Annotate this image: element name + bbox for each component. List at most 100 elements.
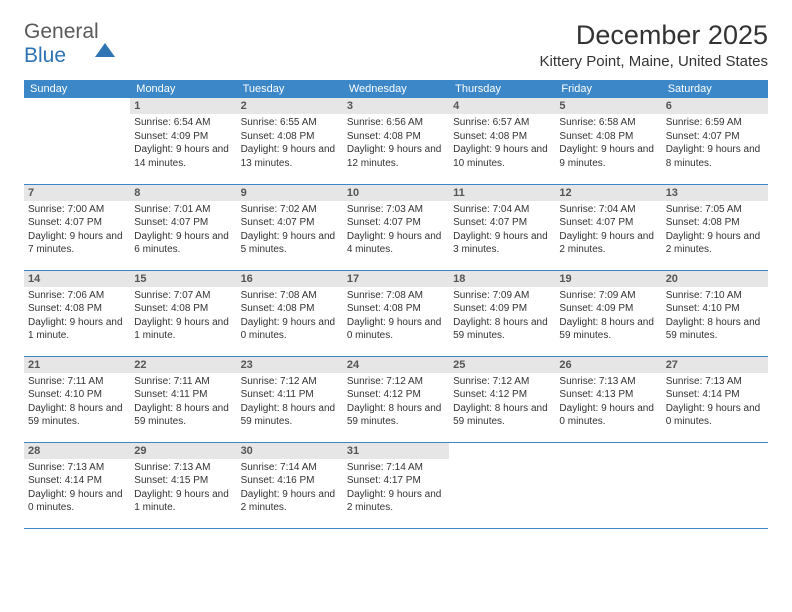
day-number: 21 (24, 357, 130, 373)
day-number: 26 (555, 357, 661, 373)
day-cell: 18 Sunrise: 7:09 AMSunset: 4:09 PMDayligh… (449, 270, 555, 356)
daylight-text: Daylight: 9 hours and 2 minutes. (666, 230, 764, 257)
daylight-text: Daylight: 9 hours and 7 minutes. (28, 230, 126, 257)
day-number: 28 (24, 443, 130, 459)
sunrise-text: Sunrise: 7:11 AM (134, 375, 232, 389)
day-cell: 17Sunrise: 7:08 AMSunset: 4:08 PMDayligh… (343, 270, 449, 356)
day-cell: 9Sunrise: 7:02 AMSunset: 4:07 PMDaylight… (237, 184, 343, 270)
sunrise-text: Sunrise: 7:13 AM (666, 375, 764, 389)
day-details: Sunrise: 6:55 AMSunset: 4:08 PMDaylight:… (241, 116, 339, 170)
day-cell: 3 Sunrise: 6:56 AMSunset: 4:08 PMDaylight… (343, 98, 449, 184)
daylight-text: Daylight: 9 hours and 0 minutes. (347, 316, 445, 343)
location-text: Kittery Point, Maine, United States (540, 53, 768, 70)
day-details: Sunrise: 7:09 AMSunset: 4:09 PMDaylight:… (453, 289, 551, 343)
day-number: 20 (662, 271, 768, 287)
day-cell: 8Sunrise: 7:01 AMSunset: 4:07 PMDaylight… (130, 184, 236, 270)
day-details: Sunrise: 7:00 AMSunset: 4:07 PMDaylight:… (28, 203, 126, 257)
sunset-text: Sunset: 4:12 PM (453, 388, 551, 402)
sunrise-text: Sunrise: 7:12 AM (347, 375, 445, 389)
day-cell: 1 Sunrise: 6:54 AMSunset: 4:09 PMDaylight… (130, 98, 236, 184)
day-details: Sunrise: 7:04 AMSunset: 4:07 PMDaylight:… (453, 203, 551, 257)
daylight-text: Daylight: 9 hours and 12 minutes. (347, 143, 445, 170)
sunset-text: Sunset: 4:07 PM (28, 216, 126, 230)
sunset-text: Sunset: 4:08 PM (666, 216, 764, 230)
sunset-text: Sunset: 4:09 PM (559, 302, 657, 316)
daylight-text: Daylight: 9 hours and 4 minutes. (347, 230, 445, 257)
dayhead-tuesday: Tuesday (237, 80, 343, 98)
sunrise-text: Sunrise: 7:10 AM (666, 289, 764, 303)
sunrise-text: Sunrise: 6:59 AM (666, 116, 764, 130)
calendar-table: Sunday Monday Tuesday Wednesday Thursday… (24, 80, 768, 529)
day-details: Sunrise: 6:56 AMSunset: 4:08 PMDaylight:… (347, 116, 445, 170)
sunset-text: Sunset: 4:13 PM (559, 388, 657, 402)
logo-sail-icon (95, 20, 115, 57)
week-row: 7Sunrise: 7:00 AMSunset: 4:07 PMDaylight… (24, 184, 768, 270)
day-details: Sunrise: 7:09 AMSunset: 4:09 PMDaylight:… (559, 289, 657, 343)
day-cell: 2Sunrise: 6:55 AMSunset: 4:08 PMDaylight… (237, 98, 343, 184)
sunset-text: Sunset: 4:08 PM (347, 130, 445, 144)
day-number: 1 (130, 98, 236, 114)
sunrise-text: Sunrise: 7:01 AM (134, 203, 232, 217)
day-number: 25 (449, 357, 555, 373)
calendar-body: .1Sunrise: 6:54 AMSunset: 4:09 PMDayligh… (24, 98, 768, 528)
daylight-text: Daylight: 9 hours and 1 minute. (134, 316, 232, 343)
day-details: Sunrise: 7:08 AMSunset: 4:08 PMDaylight:… (347, 289, 445, 343)
day-cell: 29Sunrise: 7:13 AMSunset: 4:15 PMDayligh… (130, 442, 236, 528)
daylight-text: Daylight: 9 hours and 1 minute. (28, 316, 126, 343)
sunrise-text: Sunrise: 6:58 AM (559, 116, 657, 130)
page-header: General Blue December 2025 Kittery Point… (24, 20, 768, 70)
month-title: December 2025 (540, 20, 768, 51)
day-cell: 10Sunrise: 7:03 AMSunset: 4:07 PMDayligh… (343, 184, 449, 270)
sunset-text: Sunset: 4:16 PM (241, 474, 339, 488)
sunset-text: Sunset: 4:15 PM (134, 474, 232, 488)
day-cell: 30Sunrise: 7:14 AMSunset: 4:16 PMDayligh… (237, 442, 343, 528)
daylight-text: Daylight: 8 hours and 59 minutes. (453, 402, 551, 429)
day-cell: 24Sunrise: 7:12 AMSunset: 4:12 PMDayligh… (343, 356, 449, 442)
sunrise-text: Sunrise: 7:00 AM (28, 203, 126, 217)
day-number: 14 (24, 271, 130, 287)
logo: General Blue (24, 20, 115, 68)
day-number: 4 (449, 98, 555, 114)
day-details: Sunrise: 7:14 AMSunset: 4:17 PMDaylight:… (347, 461, 445, 515)
sunset-text: Sunset: 4:10 PM (28, 388, 126, 402)
sunset-text: Sunset: 4:08 PM (134, 302, 232, 316)
day-details: Sunrise: 6:54 AMSunset: 4:09 PMDaylight:… (134, 116, 232, 170)
dayhead-monday: Monday (130, 80, 236, 98)
day-header-row: Sunday Monday Tuesday Wednesday Thursday… (24, 80, 768, 98)
day-number: 18 (449, 271, 555, 287)
day-details: Sunrise: 6:59 AMSunset: 4:07 PMDaylight:… (666, 116, 764, 170)
day-number: 3 (343, 98, 449, 114)
daylight-text: Daylight: 8 hours and 59 minutes. (453, 316, 551, 343)
day-details: Sunrise: 7:13 AMSunset: 4:14 PMDaylight:… (28, 461, 126, 515)
day-cell: 27 Sunrise: 7:13 AMSunset: 4:14 PMDayligh… (662, 356, 768, 442)
sunrise-text: Sunrise: 7:12 AM (453, 375, 551, 389)
day-details: Sunrise: 7:12 AMSunset: 4:12 PMDaylight:… (453, 375, 551, 429)
day-details: Sunrise: 7:10 AMSunset: 4:10 PMDaylight:… (666, 289, 764, 343)
daylight-text: Daylight: 9 hours and 0 minutes. (666, 402, 764, 429)
daylight-text: Daylight: 9 hours and 0 minutes. (241, 316, 339, 343)
day-number: 7 (24, 185, 130, 201)
sunset-text: Sunset: 4:09 PM (453, 302, 551, 316)
sunrise-text: Sunrise: 6:56 AM (347, 116, 445, 130)
day-details: Sunrise: 7:11 AMSunset: 4:10 PMDaylight:… (28, 375, 126, 429)
day-number: 27 (662, 357, 768, 373)
week-row: 14Sunrise: 7:06 AMSunset: 4:08 PMDayligh… (24, 270, 768, 356)
day-cell: 20 Sunrise: 7:10 AMSunset: 4:10 PMDayligh… (662, 270, 768, 356)
sunset-text: Sunset: 4:07 PM (453, 216, 551, 230)
week-row: 21Sunrise: 7:11 AMSunset: 4:10 PMDayligh… (24, 356, 768, 442)
week-row: 28 Sunrise: 7:13 AMSunset: 4:14 PMDayligh… (24, 442, 768, 528)
sunrise-text: Sunrise: 7:14 AM (347, 461, 445, 475)
day-details: Sunrise: 7:13 AMSunset: 4:14 PMDaylight:… (666, 375, 764, 429)
day-cell: 7 Sunrise: 7:00 AMSunset: 4:07 PMDaylight… (24, 184, 130, 270)
sunrise-text: Sunrise: 7:13 AM (134, 461, 232, 475)
daylight-text: Daylight: 9 hours and 8 minutes. (666, 143, 764, 170)
day-details: Sunrise: 7:14 AMSunset: 4:16 PMDaylight:… (241, 461, 339, 515)
day-cell: 28 Sunrise: 7:13 AMSunset: 4:14 PMDayligh… (24, 442, 130, 528)
day-cell: 25 Sunrise: 7:12 AMSunset: 4:12 PMDayligh… (449, 356, 555, 442)
day-cell: 12Sunrise: 7:04 AMSunset: 4:07 PMDayligh… (555, 184, 661, 270)
day-cell: 5Sunrise: 6:58 AMSunset: 4:08 PMDaylight… (555, 98, 661, 184)
daylight-text: Daylight: 9 hours and 0 minutes. (28, 488, 126, 515)
daylight-text: Daylight: 9 hours and 0 minutes. (559, 402, 657, 429)
sunrise-text: Sunrise: 7:11 AM (28, 375, 126, 389)
daylight-text: Daylight: 9 hours and 13 minutes. (241, 143, 339, 170)
